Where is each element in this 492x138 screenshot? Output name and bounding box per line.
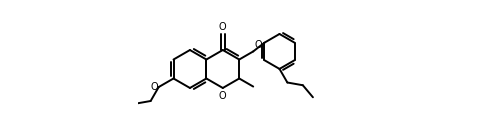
Text: O: O (219, 91, 227, 101)
Text: O: O (219, 22, 227, 32)
Text: O: O (254, 40, 262, 50)
Text: O: O (150, 82, 157, 92)
